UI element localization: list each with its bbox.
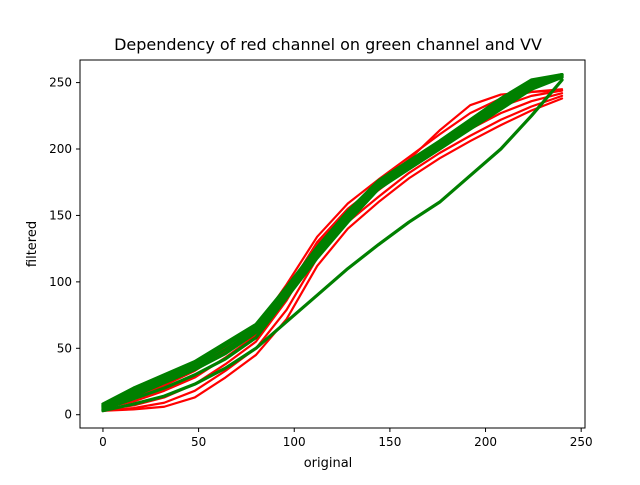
x-tick-label: 0 [99, 435, 107, 449]
y-axis-label: filtered [25, 221, 40, 267]
x-tick-label: 250 [570, 435, 593, 449]
chart-title: Dependency of red channel on green chann… [114, 35, 542, 54]
y-tick-label: 150 [49, 208, 72, 222]
y-tick-label: 50 [57, 341, 72, 355]
x-axis-label: original [304, 456, 353, 471]
y-tick-label: 200 [49, 142, 72, 156]
x-tick-label: 200 [474, 435, 497, 449]
green-series-line-9 [101, 74, 564, 410]
y-tick-label: 0 [64, 408, 72, 422]
axes-layer: 0 50 100 150 200 250 0 50 100 150 200 250 [49, 59, 593, 449]
x-tick-label: 100 [283, 435, 306, 449]
y-tick-label: 250 [49, 76, 72, 90]
red-series-line-5 [101, 88, 564, 408]
series-layer [101, 73, 564, 413]
x-tick-label: 150 [378, 435, 401, 449]
x-tick-label: 50 [191, 435, 206, 449]
green-series-line-12 [101, 73, 564, 406]
y-tick-label: 100 [49, 275, 72, 289]
green-series-line-7 [101, 78, 564, 413]
red-series-line-1 [101, 97, 564, 412]
green-series-line-8 [101, 75, 564, 411]
plot-frame [79, 59, 586, 429]
green-series-line-10 [101, 74, 564, 409]
green-series-line-11 [101, 73, 564, 408]
